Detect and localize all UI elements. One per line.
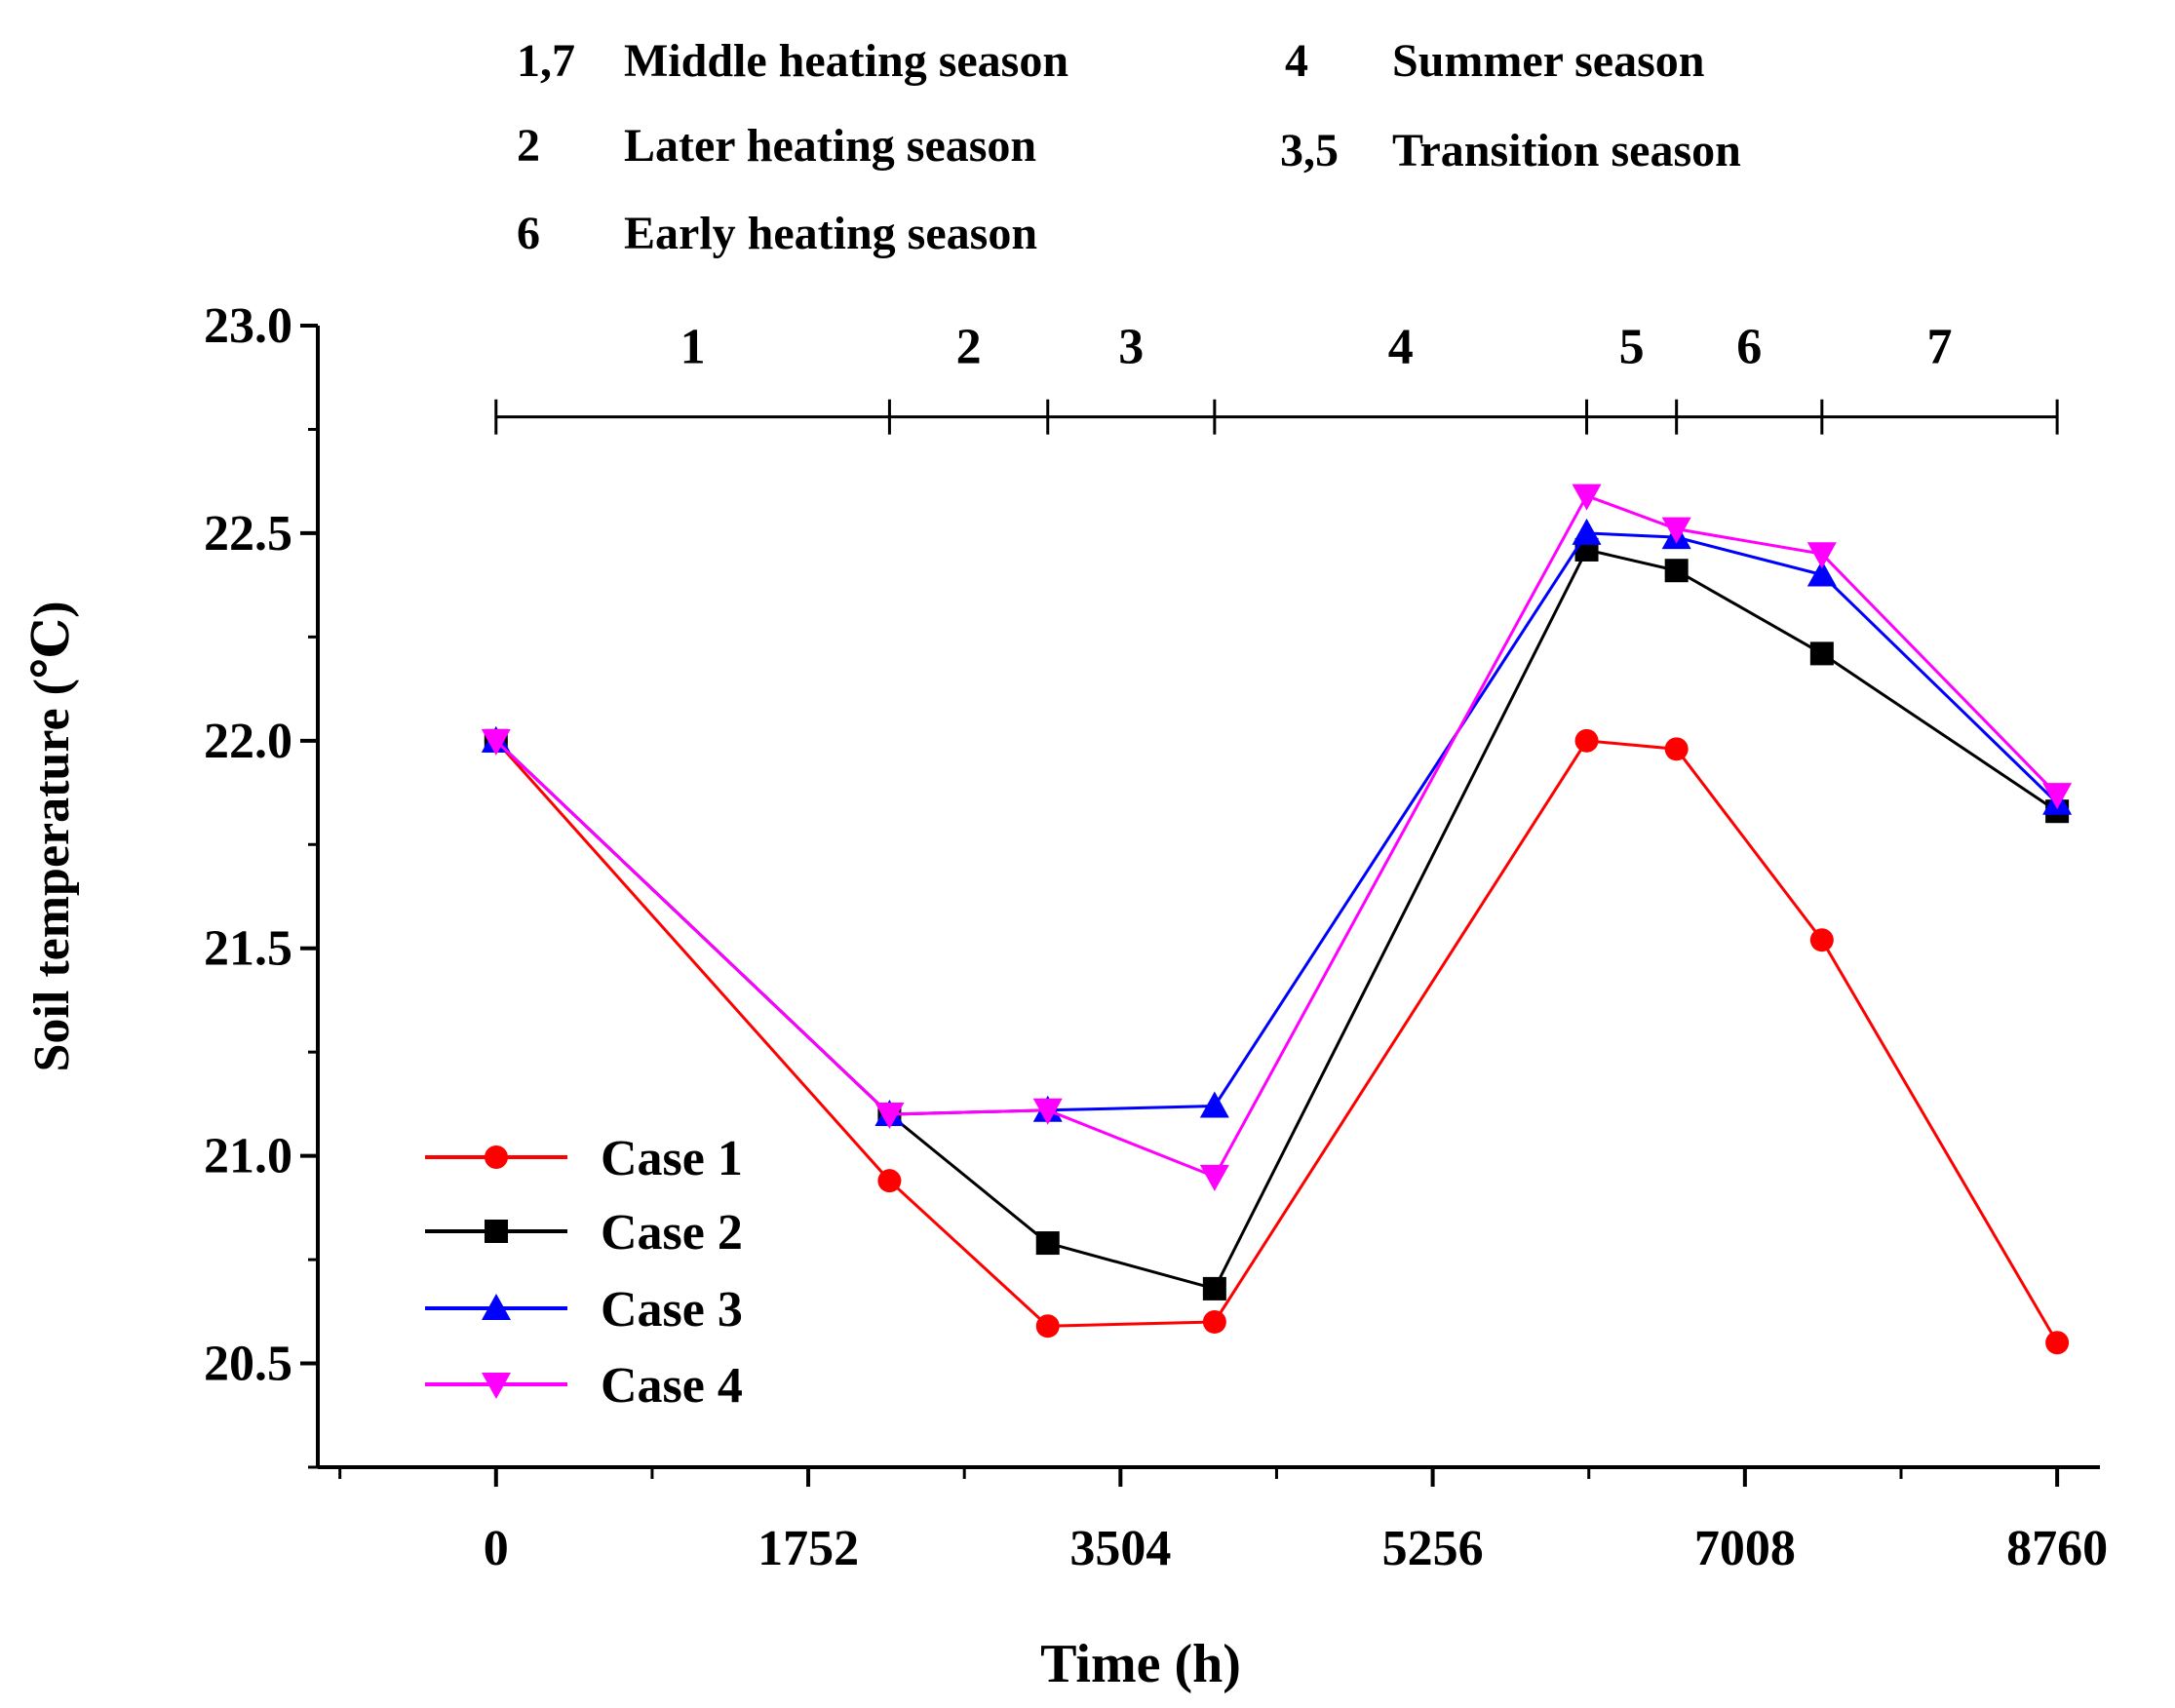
season-label: 6 — [1736, 320, 1762, 375]
legend-marker — [485, 1220, 508, 1243]
season-label: 7 — [1926, 320, 1952, 375]
x-tick-label: 3504 — [1069, 1521, 1171, 1576]
legend-label: Case 2 — [601, 1205, 743, 1261]
season-label: 4 — [1388, 320, 1414, 375]
data-point — [2045, 1331, 2070, 1355]
data-point — [874, 1103, 905, 1130]
data-point — [2042, 783, 2073, 810]
data-point — [1202, 1309, 1226, 1334]
data-point — [1035, 1231, 1060, 1256]
series-line — [494, 739, 2059, 1344]
data-point — [877, 1169, 902, 1193]
y-tick-label: 23.0 — [204, 298, 292, 354]
season-key-code: 1,7 — [517, 35, 575, 87]
season-key-code: 6 — [517, 208, 540, 259]
data-point — [1809, 641, 1834, 666]
season-label: 5 — [1619, 320, 1645, 375]
x-tick-label: 8760 — [2006, 1521, 2108, 1576]
legend: Case 1 Case 2 Case 3 Case 4 — [425, 1131, 743, 1414]
data-point — [1199, 1164, 1229, 1191]
data-point — [1574, 728, 1599, 753]
legend-label: Case 3 — [601, 1282, 743, 1338]
season-key-code: 3,5 — [1280, 125, 1339, 176]
legend-entry: Case 4 — [425, 1358, 743, 1414]
season-key-name: Summer season — [1392, 35, 1704, 87]
legend-entry: Case 2 — [425, 1205, 743, 1261]
data-point — [1202, 1276, 1226, 1300]
legend-marker — [482, 1294, 511, 1320]
series-line — [494, 548, 2058, 1291]
season-label: 2 — [956, 320, 982, 375]
legend-label: Case 4 — [601, 1358, 743, 1414]
x-tick-label: 0 — [484, 1521, 509, 1576]
y-tick-label: 22.5 — [204, 506, 292, 562]
season-label: 1 — [680, 320, 706, 375]
series-case-3 — [481, 518, 2073, 1127]
plot-series — [481, 484, 2073, 1355]
season-key-name: Middle heating season — [624, 35, 1068, 87]
season-label: 3 — [1118, 320, 1144, 375]
season-key-code: 4 — [1285, 35, 1308, 87]
data-point — [1806, 542, 1837, 569]
season-key-name: Later heating season — [624, 120, 1036, 172]
season-bar: 1 2 3 4 5 6 7 — [494, 320, 2059, 435]
data-point — [1035, 1314, 1060, 1339]
season-key-name: Early heating season — [624, 208, 1037, 259]
data-point — [1572, 484, 1602, 511]
legend-marker — [482, 1373, 511, 1399]
series-case-1 — [484, 728, 2070, 1355]
x-tick-label: 1752 — [757, 1521, 859, 1576]
legend-entry: Case 1 — [425, 1131, 743, 1186]
data-point — [1032, 1098, 1063, 1125]
data-point — [1199, 1091, 1229, 1118]
x-axis-label: Time (h) — [1040, 1634, 1241, 1694]
legend-entry: Case 3 — [425, 1282, 743, 1338]
y-tick-label: 20.5 — [204, 1337, 292, 1392]
data-point — [1809, 928, 1834, 952]
y-tick-label: 22.0 — [204, 714, 292, 769]
series-line — [494, 531, 2059, 1116]
axes: 20.521.021.522.022.523.00 1752 3504 5256 700… — [204, 298, 2108, 1576]
y-tick-label: 21.5 — [204, 921, 292, 977]
data-point — [1572, 518, 1602, 545]
y-tick-label: 21.0 — [204, 1129, 292, 1184]
series-case-4 — [481, 484, 2073, 1191]
series-line — [494, 493, 2059, 1179]
x-tick-label: 7008 — [1694, 1521, 1796, 1576]
season-key: 1,7 Middle heating season 2 Later heatin… — [517, 35, 1741, 259]
data-point — [481, 728, 511, 756]
y-axis-label: Soil temperature (℃) — [24, 601, 80, 1071]
legend-marker — [485, 1145, 508, 1169]
data-point — [1806, 560, 1837, 587]
season-key-code: 2 — [517, 120, 540, 172]
season-key-name: Transition season — [1392, 125, 1741, 176]
data-point — [1664, 737, 1689, 761]
legend-label: Case 1 — [601, 1131, 743, 1186]
data-point — [1664, 559, 1689, 583]
data-point — [1661, 517, 1691, 544]
x-tick-label: 5256 — [1382, 1521, 1484, 1576]
